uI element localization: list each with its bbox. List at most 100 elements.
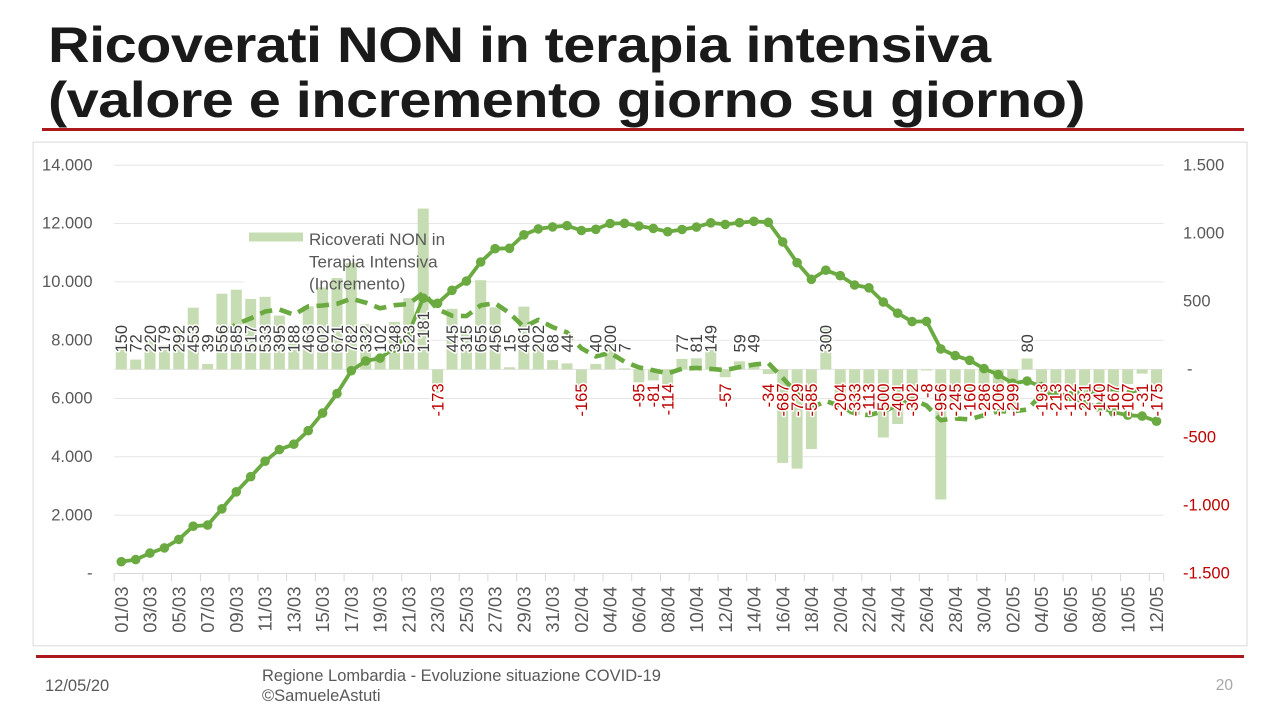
svg-text:08/04: 08/04 — [657, 587, 678, 633]
svg-text:6.000: 6.000 — [51, 390, 92, 408]
svg-text:1.000: 1.000 — [1183, 225, 1224, 243]
svg-text:11/03: 11/03 — [255, 587, 276, 632]
svg-text:292: 292 — [171, 325, 189, 353]
svg-text:8.000: 8.000 — [51, 331, 92, 349]
svg-text:02/04: 02/04 — [571, 587, 592, 633]
svg-text:-401: -401 — [890, 384, 908, 417]
svg-text:1.500: 1.500 — [1183, 156, 1224, 174]
svg-text:585: 585 — [228, 325, 246, 353]
svg-text:-175: -175 — [1148, 384, 1166, 417]
svg-text:04/05: 04/05 — [1031, 587, 1052, 633]
svg-text:150: 150 — [113, 325, 131, 353]
svg-text:-113: -113 — [861, 384, 879, 416]
svg-text:-729: -729 — [789, 384, 807, 417]
svg-text:102: 102 — [372, 325, 390, 353]
svg-text:28/04: 28/04 — [945, 587, 966, 633]
svg-text:-333: -333 — [846, 384, 864, 417]
svg-text:20/04: 20/04 — [830, 587, 851, 633]
svg-text:40: 40 — [588, 334, 606, 352]
svg-text:-: - — [1187, 361, 1193, 379]
svg-text:39: 39 — [199, 334, 217, 352]
svg-text:12/05: 12/05 — [1146, 587, 1167, 633]
svg-text:-31: -31 — [1134, 384, 1152, 408]
svg-text:10.000: 10.000 — [42, 273, 92, 291]
svg-text:Terapia Intensiva: Terapia Intensiva — [309, 252, 438, 271]
svg-text:461: 461 — [516, 325, 534, 353]
svg-text:14.000: 14.000 — [42, 156, 92, 174]
svg-text:456: 456 — [487, 325, 505, 353]
svg-text:602: 602 — [314, 325, 332, 353]
svg-text:463: 463 — [300, 325, 318, 353]
svg-text:-114: -114 — [660, 384, 678, 416]
svg-text:-500: -500 — [1183, 429, 1216, 447]
svg-text:-173: -173 — [429, 384, 447, 417]
svg-text:348: 348 — [386, 325, 404, 353]
svg-text:523: 523 — [401, 325, 419, 353]
svg-text:179: 179 — [156, 325, 174, 353]
svg-text:782: 782 — [343, 325, 361, 353]
svg-text:02/05: 02/05 — [1002, 587, 1023, 633]
svg-text:-206: -206 — [990, 384, 1008, 417]
svg-text:-81: -81 — [645, 384, 663, 408]
svg-text:06/05: 06/05 — [1060, 587, 1081, 633]
svg-text:09/03: 09/03 — [226, 587, 247, 633]
svg-text:08/05: 08/05 — [1089, 587, 1110, 633]
svg-text:68: 68 — [544, 334, 562, 352]
svg-text:332: 332 — [358, 325, 376, 353]
svg-text:-231: -231 — [1076, 384, 1094, 417]
svg-text:19/03: 19/03 — [370, 587, 391, 633]
svg-text:81: 81 — [688, 334, 706, 352]
svg-text:7: 7 — [616, 343, 634, 352]
svg-text:15: 15 — [501, 334, 519, 352]
svg-text:Ricoverati NON in: Ricoverati NON in — [309, 230, 445, 249]
svg-text:-95: -95 — [631, 384, 649, 408]
svg-text:149: 149 — [703, 325, 721, 353]
svg-text:1.181: 1.181 — [415, 311, 433, 352]
svg-text:03/03: 03/03 — [140, 587, 161, 633]
svg-text:06/04: 06/04 — [629, 587, 650, 633]
svg-text:44: 44 — [559, 334, 577, 352]
svg-text:(Incremento): (Incremento) — [309, 275, 405, 294]
svg-text:-8: -8 — [918, 384, 936, 399]
svg-text:49: 49 — [746, 334, 764, 352]
svg-text:202: 202 — [530, 325, 548, 353]
svg-text:-107: -107 — [1120, 384, 1138, 417]
svg-text:500: 500 — [1183, 293, 1211, 311]
svg-text:80: 80 — [1019, 334, 1037, 352]
svg-text:77: 77 — [674, 334, 692, 352]
svg-text:05/03: 05/03 — [168, 587, 189, 633]
svg-text:26/04: 26/04 — [916, 587, 937, 633]
svg-text:14/04: 14/04 — [744, 587, 765, 633]
svg-text:533: 533 — [257, 325, 275, 353]
svg-text:-167: -167 — [1105, 384, 1123, 417]
svg-text:-165: -165 — [573, 384, 591, 417]
svg-text:-956: -956 — [933, 384, 951, 417]
svg-text:-302: -302 — [904, 384, 922, 417]
svg-text:17/03: 17/03 — [341, 587, 362, 633]
svg-text:31/03: 31/03 — [542, 587, 563, 633]
svg-text:200: 200 — [602, 325, 620, 353]
svg-text:01/03: 01/03 — [111, 587, 132, 633]
svg-text:15/03: 15/03 — [312, 587, 333, 633]
svg-text:30/04: 30/04 — [974, 587, 995, 633]
svg-text:-: - — [87, 565, 93, 583]
svg-text:-1.000: -1.000 — [1183, 497, 1230, 515]
svg-text:671: 671 — [329, 325, 347, 353]
svg-text:556: 556 — [214, 325, 232, 353]
svg-text:-57: -57 — [717, 384, 735, 408]
svg-text:395: 395 — [271, 325, 289, 353]
svg-text:517: 517 — [243, 325, 261, 353]
svg-text:12.000: 12.000 — [42, 215, 92, 233]
svg-text:10/05: 10/05 — [1117, 587, 1138, 633]
svg-text:29/03: 29/03 — [514, 587, 535, 633]
svg-text:12/04: 12/04 — [715, 587, 736, 633]
svg-text:72: 72 — [128, 334, 146, 352]
svg-text:-687: -687 — [775, 384, 793, 417]
svg-text:21/03: 21/03 — [398, 587, 419, 633]
svg-text:27/03: 27/03 — [485, 587, 506, 633]
svg-text:-500: -500 — [875, 384, 893, 417]
svg-text:07/03: 07/03 — [197, 587, 218, 633]
svg-text:655: 655 — [473, 325, 491, 353]
svg-text:-204: -204 — [832, 384, 850, 417]
svg-text:453: 453 — [185, 325, 203, 353]
